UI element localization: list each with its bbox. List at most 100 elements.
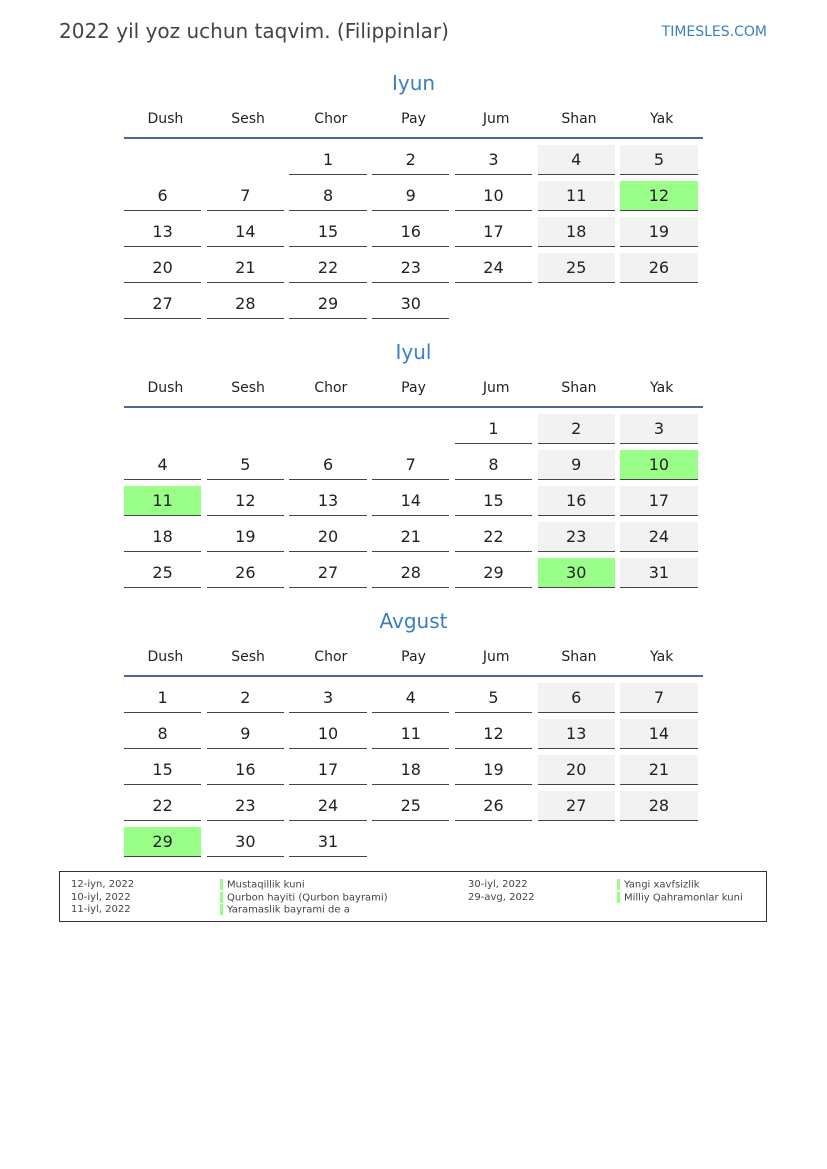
day-cell[interactable]: 10 <box>289 719 367 749</box>
day-cell[interactable]: 19 <box>454 755 533 785</box>
day-cell[interactable]: 10 <box>620 450 698 480</box>
day-cell[interactable]: 9 <box>537 450 615 480</box>
day-cell[interactable]: 12 <box>620 181 698 211</box>
day-cell[interactable]: 15 <box>454 486 533 516</box>
day-cell[interactable]: 19 <box>206 522 284 552</box>
day-cell[interactable]: 25 <box>372 791 450 821</box>
day-cell[interactable]: 4 <box>372 683 450 713</box>
day-cell[interactable]: 4 <box>537 145 615 175</box>
legend-item: Yaramaslik bayrami de a <box>220 904 350 916</box>
day-cell[interactable]: 18 <box>124 522 202 552</box>
day-cell[interactable]: 22 <box>124 791 202 821</box>
day-cell[interactable]: 26 <box>454 791 533 821</box>
day-cell[interactable]: 24 <box>289 791 367 821</box>
day-cell[interactable]: 31 <box>620 558 698 588</box>
day-cell[interactable]: 17 <box>454 217 533 247</box>
day-cell[interactable]: 3 <box>289 683 367 713</box>
day-cell[interactable]: 21 <box>372 522 450 552</box>
day-cell[interactable]: 24 <box>454 253 533 283</box>
day-cell[interactable]: 6 <box>289 450 367 480</box>
day-cell[interactable]: 8 <box>289 181 367 211</box>
day-cell[interactable]: 14 <box>206 217 284 247</box>
day-cell[interactable]: 30 <box>372 289 450 319</box>
day-cell[interactable]: 20 <box>289 522 367 552</box>
day-cell[interactable]: 21 <box>620 755 698 785</box>
day-cell[interactable]: 28 <box>206 289 284 319</box>
day-cell[interactable]: 24 <box>620 522 698 552</box>
day-cell[interactable]: 11 <box>372 719 450 749</box>
day-cell[interactable]: 27 <box>537 791 615 821</box>
day-cell[interactable]: 13 <box>537 719 615 749</box>
day-cell[interactable]: 5 <box>454 683 533 713</box>
day-cell[interactable]: 16 <box>537 486 615 516</box>
day-cell[interactable]: 8 <box>454 450 533 480</box>
empty-cell <box>620 289 697 318</box>
day-cell[interactable]: 27 <box>124 289 202 319</box>
day-cell[interactable]: 22 <box>289 253 367 283</box>
day-cell[interactable]: 27 <box>289 558 367 588</box>
day-cell[interactable]: 11 <box>537 181 615 211</box>
day-cell[interactable]: 15 <box>124 755 202 785</box>
day-cell[interactable]: 12 <box>454 719 533 749</box>
day-cell[interactable]: 17 <box>289 755 367 785</box>
day-cell[interactable]: 13 <box>124 217 202 247</box>
day-cell[interactable]: 8 <box>124 719 202 749</box>
day-cell[interactable]: 25 <box>124 558 202 588</box>
day-cell[interactable]: 17 <box>620 486 698 516</box>
day-cell[interactable]: 9 <box>372 181 450 211</box>
month-name: Iyun <box>391 71 436 95</box>
day-cell[interactable]: 1 <box>289 145 367 175</box>
day-cell[interactable]: 30 <box>206 827 284 857</box>
day-cell[interactable]: 16 <box>372 217 450 247</box>
day-cell[interactable]: 1 <box>454 414 533 444</box>
day-cell[interactable]: 13 <box>289 486 367 516</box>
brand-link[interactable]: TIMESLES.COM <box>661 24 767 40</box>
day-cell[interactable]: 21 <box>206 253 284 283</box>
day-cell[interactable]: 6 <box>537 683 615 713</box>
day-cell[interactable]: 22 <box>454 522 533 552</box>
day-cell[interactable]: 19 <box>620 217 698 247</box>
day-cell[interactable]: 16 <box>206 755 284 785</box>
day-cell[interactable]: 29 <box>454 558 533 588</box>
day-cell[interactable]: 2 <box>206 683 284 713</box>
day-cell[interactable]: 3 <box>454 145 533 175</box>
day-cell[interactable]: 28 <box>620 791 698 821</box>
day-cell[interactable]: 14 <box>372 486 450 516</box>
day-cell[interactable]: 18 <box>537 217 615 247</box>
day-cell[interactable]: 1 <box>124 683 202 713</box>
day-cell[interactable]: 26 <box>206 558 284 588</box>
day-cell[interactable]: 6 <box>124 181 202 211</box>
week-row: 4 5 6 7 8 9 10 <box>124 450 703 486</box>
day-cell[interactable]: 30 <box>537 558 615 588</box>
day-cell[interactable]: 12 <box>206 486 284 516</box>
page-title: 2022 yil yoz uchun taqvim. (Filippinlar) <box>59 19 449 43</box>
day-cell[interactable]: 4 <box>124 450 202 480</box>
day-cell[interactable]: 3 <box>620 414 698 444</box>
day-cell[interactable]: 20 <box>537 755 615 785</box>
day-cell[interactable]: 5 <box>620 145 698 175</box>
day-cell[interactable]: 11 <box>124 486 202 516</box>
day-cell[interactable]: 23 <box>372 253 450 283</box>
day-cell[interactable]: 10 <box>454 181 533 211</box>
day-cell[interactable]: 18 <box>372 755 450 785</box>
weekday-label: Pay <box>401 111 426 127</box>
day-cell[interactable]: 2 <box>372 145 450 175</box>
day-cell[interactable]: 14 <box>620 719 698 749</box>
day-cell[interactable]: 5 <box>206 450 284 480</box>
day-cell[interactable]: 9 <box>206 719 284 749</box>
day-cell[interactable]: 26 <box>620 253 698 283</box>
day-cell[interactable]: 7 <box>206 181 284 211</box>
day-cell[interactable]: 23 <box>537 522 615 552</box>
day-cell[interactable]: 7 <box>620 683 698 713</box>
day-cell[interactable]: 29 <box>124 827 202 857</box>
day-cell[interactable]: 2 <box>537 414 615 444</box>
day-cell[interactable]: 23 <box>206 791 284 821</box>
day-cell[interactable]: 29 <box>289 289 367 319</box>
day-cell[interactable]: 31 <box>289 827 367 857</box>
day-cell[interactable]: 25 <box>537 253 615 283</box>
day-cell[interactable]: 15 <box>289 217 367 247</box>
day-cell[interactable]: 28 <box>372 558 450 588</box>
day-cell[interactable]: 7 <box>372 450 450 480</box>
day-cell[interactable]: 20 <box>124 253 202 283</box>
